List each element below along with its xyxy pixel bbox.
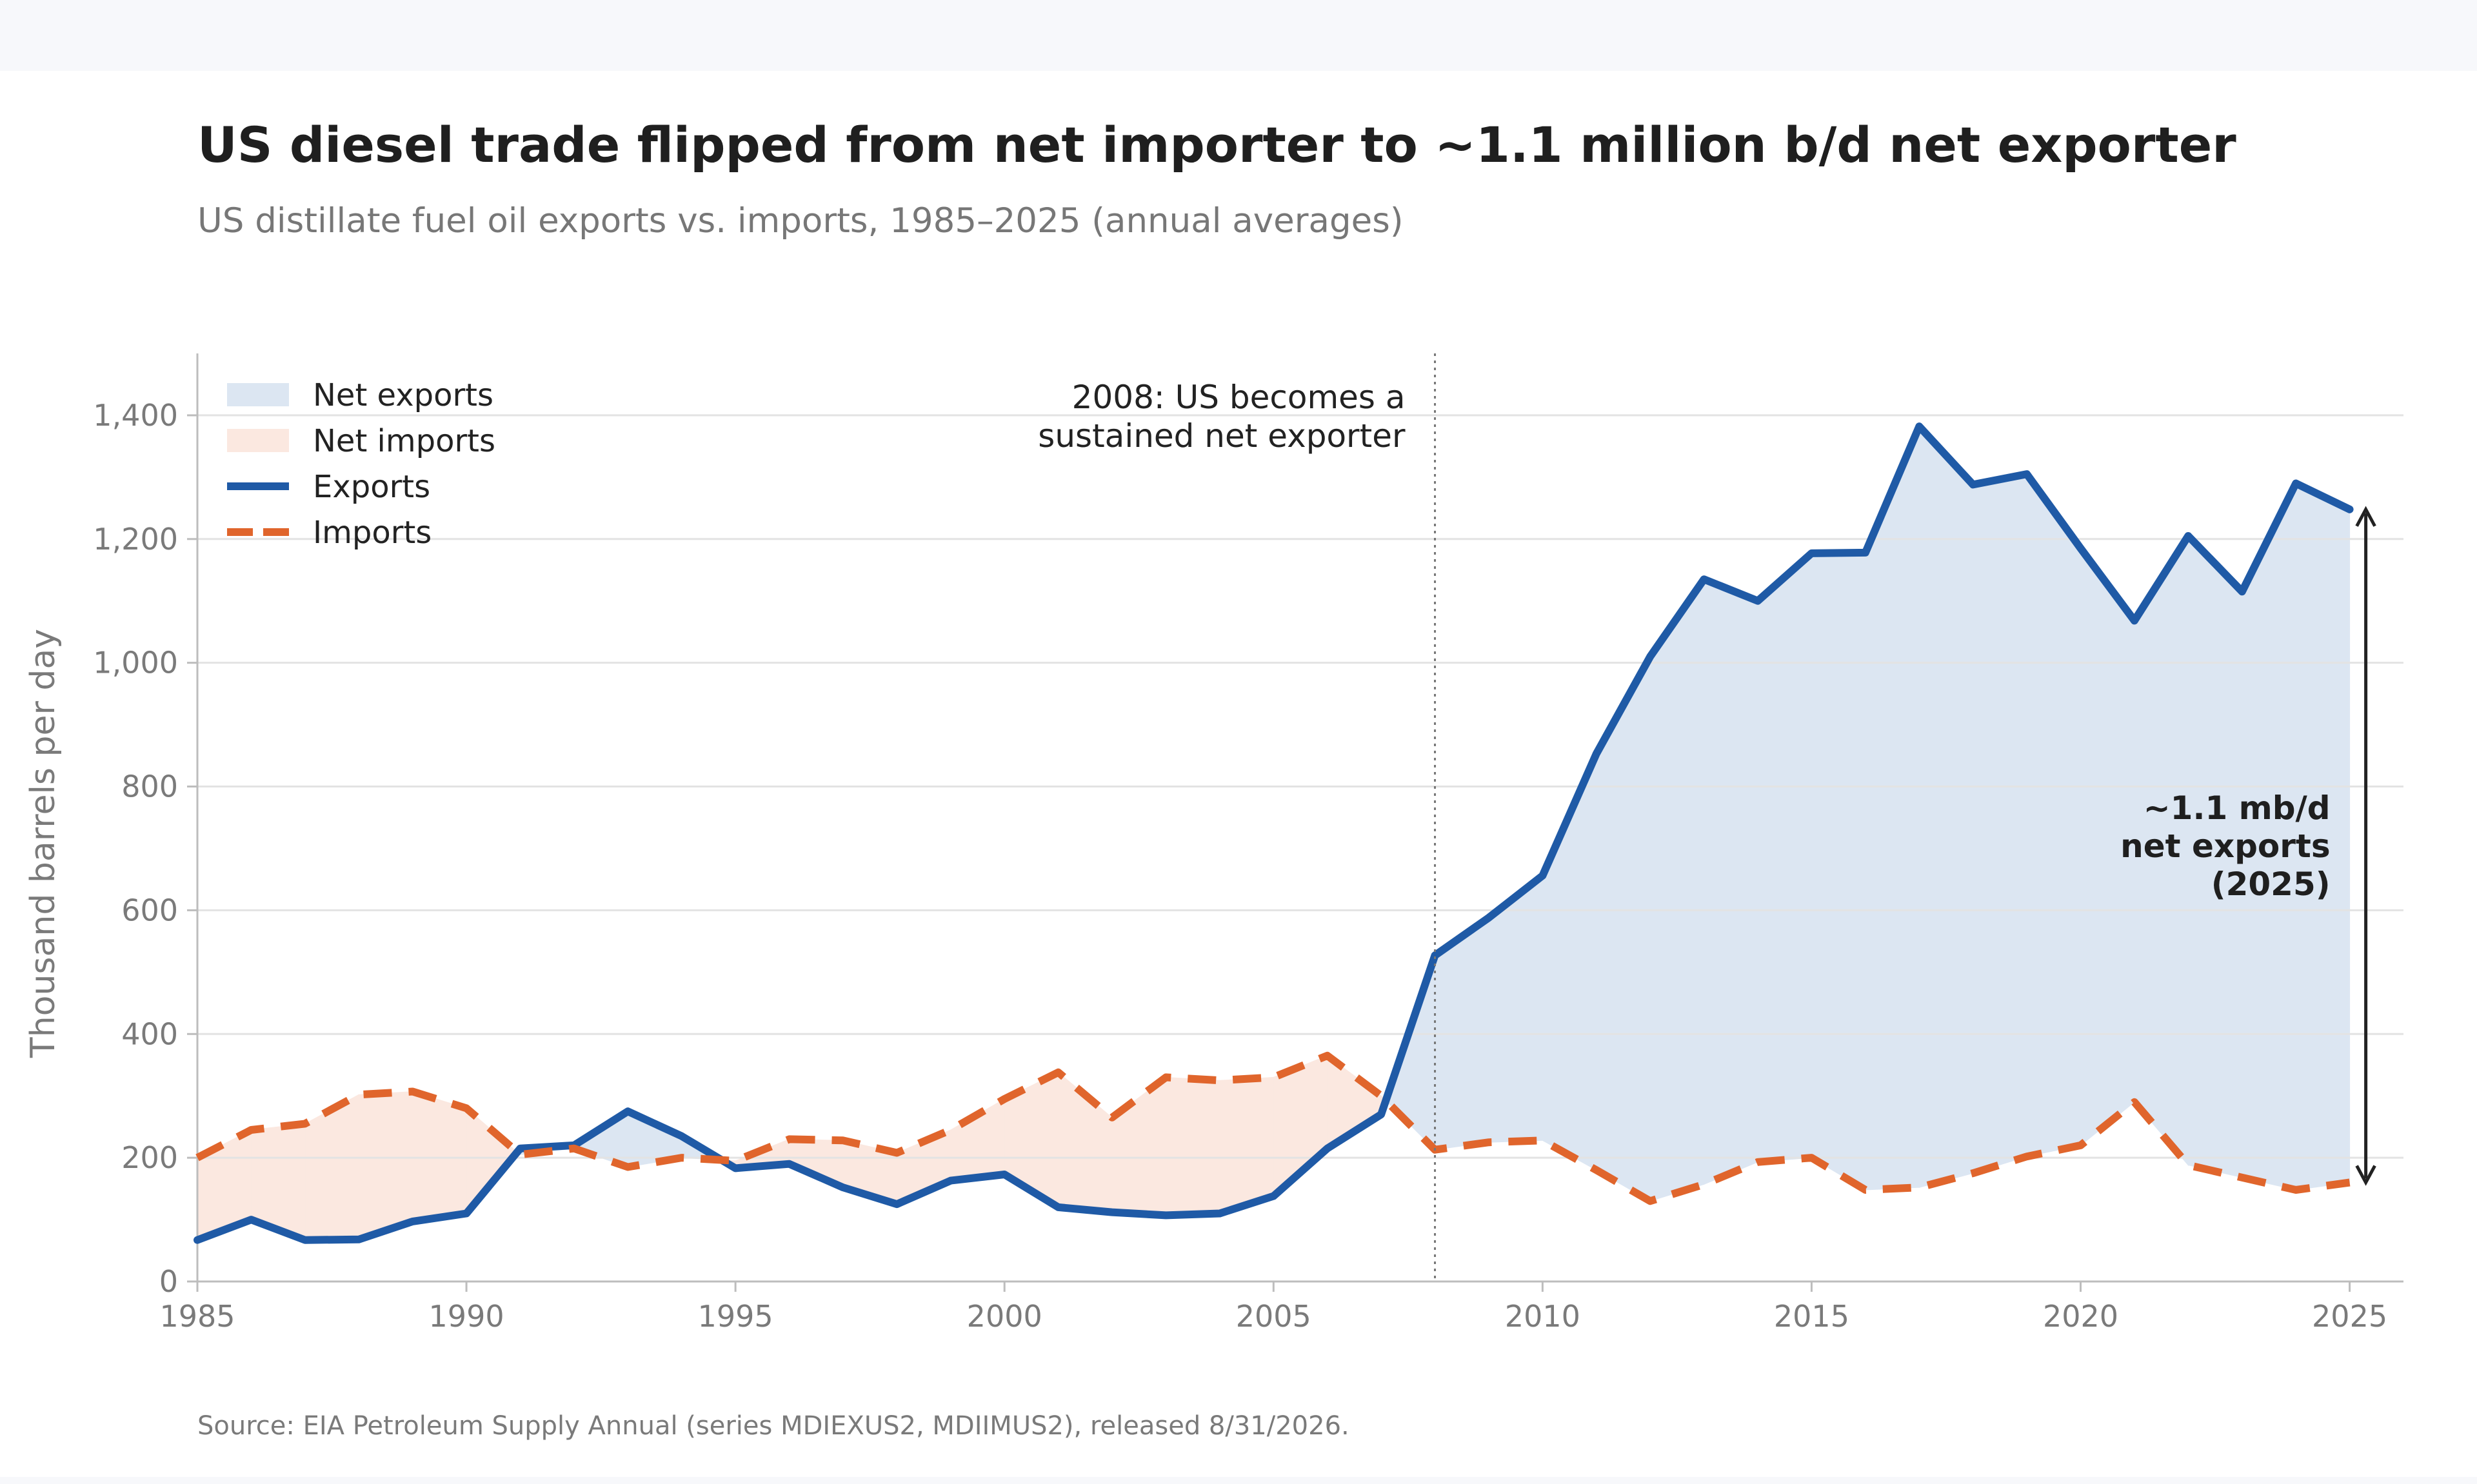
net-exports-area (1704, 579, 1758, 1185)
legend-swatch-net-exports (227, 383, 289, 406)
x-tick-label: 1995 (698, 1299, 773, 1334)
y-tick-label: 1,000 (93, 646, 178, 680)
legend-label: Imports (313, 515, 432, 551)
y-tick-label: 1,200 (93, 522, 178, 557)
y-tick-label: 400 (121, 1016, 178, 1051)
net-imports-area (358, 1091, 413, 1240)
gridlines (197, 414, 2403, 1159)
chart-subtitle: US distillate fuel oil exports vs. impor… (197, 201, 1404, 241)
arrow-head-up (2355, 506, 2376, 527)
net-imports-area (412, 1091, 467, 1222)
legend-swatch-net-imports (227, 429, 289, 452)
net-imports-area (1219, 1076, 1274, 1214)
area-fills (197, 425, 2351, 1241)
net-imports-area (304, 1094, 359, 1241)
net-exports-annotation-text: net exports (2120, 827, 2330, 865)
source-note: Source: EIA Petroleum Supply Annual (ser… (197, 1411, 1349, 1441)
y-tick-label: 0 (159, 1264, 178, 1299)
x-tick-label: 2020 (2043, 1299, 2118, 1334)
series-line-imports (195, 1051, 2351, 1205)
x-tick-label: 2015 (1774, 1299, 1849, 1334)
x-tick-label: 2010 (1505, 1299, 1580, 1334)
net-exports-annotation-text: ~1.1 mb/d (2144, 789, 2331, 827)
net-exports-area (1757, 552, 1812, 1163)
vline-annotation-text: sustained net exporter (1038, 417, 1406, 455)
legend: Net exports Net imports Exports Imports (227, 377, 495, 551)
series-lines (194, 422, 2354, 1244)
y-tick-label: 200 (121, 1140, 178, 1175)
y-tick-label: 600 (121, 893, 178, 927)
x-tick-label: 2025 (2312, 1299, 2387, 1334)
y-tick-label: 1,400 (93, 398, 178, 433)
y-tick-label: 800 (121, 769, 178, 804)
vline-annotation-text: 2008: US becomes a (1072, 379, 1406, 416)
net-exports-area (1973, 473, 2027, 1174)
net-exports-area (1811, 552, 1866, 1191)
net-imports-area (1166, 1076, 1220, 1216)
chart-title: US diesel trade flipped from net importe… (197, 116, 2236, 173)
legend-label: Exports (313, 469, 430, 505)
x-tick-label: 2000 (967, 1299, 1042, 1334)
x-tick-label: 1985 (159, 1299, 235, 1334)
net-exports-area (1649, 578, 1705, 1202)
x-tick-label: 2005 (1236, 1299, 1311, 1334)
legend-label: Net exports (313, 377, 493, 413)
axes: 0 200 400 600 800 1,000 1,200 1,400 1985 1990 1995… (24, 353, 2403, 1334)
net-exports-annotation-text: (2025) (2211, 866, 2331, 903)
net-exports-area (1918, 425, 1974, 1188)
y-axis-label: Thousand barrels per day (24, 629, 63, 1058)
net-imports-area (1111, 1076, 1166, 1216)
x-tick-label: 1990 (429, 1299, 504, 1334)
net-exports-area (2026, 473, 2081, 1157)
legend-label: Net imports (313, 423, 495, 459)
arrow-head-down (2355, 1165, 2376, 1186)
series-line-exports (194, 422, 2354, 1244)
